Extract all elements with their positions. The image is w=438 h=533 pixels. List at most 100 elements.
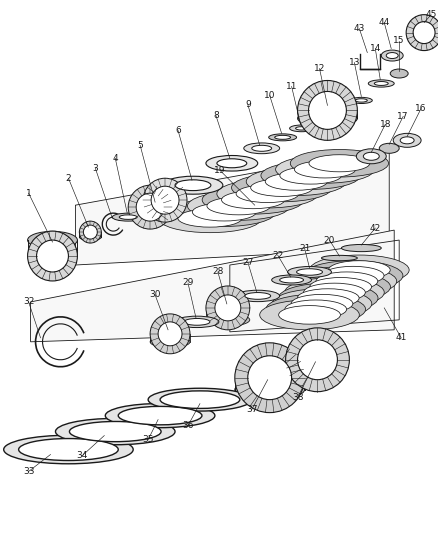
Ellipse shape: [303, 261, 402, 290]
Polygon shape: [75, 148, 389, 265]
Ellipse shape: [287, 266, 331, 278]
Text: 12: 12: [313, 64, 325, 73]
Ellipse shape: [205, 156, 257, 171]
Ellipse shape: [321, 266, 383, 285]
Ellipse shape: [412, 22, 434, 44]
Text: 5: 5: [137, 141, 143, 150]
Text: 22: 22: [272, 251, 283, 260]
Ellipse shape: [284, 278, 383, 308]
Text: 45: 45: [424, 10, 436, 19]
Ellipse shape: [367, 80, 393, 87]
Ellipse shape: [206, 197, 270, 215]
Ellipse shape: [69, 422, 161, 442]
Text: 35: 35: [142, 435, 154, 444]
Ellipse shape: [279, 167, 341, 184]
Ellipse shape: [205, 286, 249, 330]
Ellipse shape: [18, 439, 118, 461]
Ellipse shape: [214, 295, 240, 321]
Ellipse shape: [158, 204, 261, 232]
Ellipse shape: [175, 180, 210, 191]
Ellipse shape: [184, 319, 209, 325]
Ellipse shape: [160, 391, 239, 408]
Text: 29: 29: [182, 278, 193, 287]
Text: 14: 14: [369, 44, 380, 53]
Ellipse shape: [405, 15, 438, 51]
Ellipse shape: [308, 92, 346, 130]
Text: 17: 17: [396, 112, 408, 121]
Ellipse shape: [259, 300, 359, 330]
Ellipse shape: [284, 300, 346, 319]
Ellipse shape: [271, 275, 311, 285]
Ellipse shape: [279, 277, 303, 283]
Ellipse shape: [118, 406, 201, 425]
Ellipse shape: [350, 98, 371, 103]
Ellipse shape: [150, 314, 190, 354]
Ellipse shape: [28, 231, 77, 249]
Ellipse shape: [105, 403, 214, 427]
Ellipse shape: [187, 191, 289, 220]
Ellipse shape: [303, 283, 364, 302]
Ellipse shape: [295, 127, 307, 130]
Ellipse shape: [79, 221, 101, 243]
Ellipse shape: [150, 336, 190, 348]
Text: 43: 43: [353, 24, 364, 33]
Ellipse shape: [315, 272, 377, 290]
Ellipse shape: [392, 133, 420, 147]
Text: 11: 11: [285, 82, 297, 91]
Ellipse shape: [143, 178, 187, 222]
Text: 37: 37: [245, 405, 257, 414]
Text: 19: 19: [214, 166, 225, 175]
Ellipse shape: [308, 155, 369, 172]
Ellipse shape: [28, 231, 77, 281]
Text: 21: 21: [298, 244, 310, 253]
Ellipse shape: [55, 418, 175, 445]
Text: 15: 15: [392, 36, 404, 45]
Text: 38: 38: [291, 393, 303, 402]
Ellipse shape: [192, 203, 256, 221]
Ellipse shape: [148, 388, 251, 411]
Ellipse shape: [363, 152, 378, 160]
Ellipse shape: [79, 234, 101, 240]
Ellipse shape: [297, 289, 358, 308]
Ellipse shape: [216, 159, 246, 168]
Text: 6: 6: [175, 126, 180, 135]
Ellipse shape: [162, 176, 223, 194]
Ellipse shape: [297, 110, 357, 127]
Ellipse shape: [231, 174, 332, 202]
Text: 4: 4: [112, 154, 118, 163]
Ellipse shape: [4, 435, 133, 464]
Polygon shape: [31, 230, 393, 342]
Text: 1: 1: [26, 189, 32, 198]
Ellipse shape: [385, 53, 397, 59]
Text: 28: 28: [212, 268, 223, 277]
Ellipse shape: [297, 340, 337, 379]
Ellipse shape: [296, 269, 322, 275]
Ellipse shape: [378, 143, 398, 154]
Ellipse shape: [112, 213, 144, 221]
Ellipse shape: [260, 161, 360, 189]
Text: 18: 18: [378, 120, 390, 129]
Ellipse shape: [251, 146, 271, 151]
Text: 44: 44: [378, 18, 389, 27]
Ellipse shape: [246, 167, 346, 196]
Ellipse shape: [278, 283, 377, 313]
Ellipse shape: [380, 50, 402, 61]
Ellipse shape: [285, 328, 349, 392]
Ellipse shape: [36, 240, 68, 272]
Ellipse shape: [278, 305, 339, 324]
Ellipse shape: [309, 278, 371, 296]
Ellipse shape: [354, 99, 367, 102]
Text: 41: 41: [395, 333, 406, 342]
Ellipse shape: [275, 156, 374, 183]
Text: 36: 36: [182, 421, 193, 430]
Ellipse shape: [234, 343, 304, 413]
Text: 20: 20: [323, 236, 334, 245]
Ellipse shape: [128, 185, 172, 229]
Ellipse shape: [250, 179, 312, 196]
Ellipse shape: [389, 69, 407, 78]
Ellipse shape: [290, 294, 352, 313]
Ellipse shape: [235, 290, 279, 302]
Ellipse shape: [268, 134, 296, 141]
Ellipse shape: [274, 135, 290, 139]
Ellipse shape: [119, 215, 137, 220]
